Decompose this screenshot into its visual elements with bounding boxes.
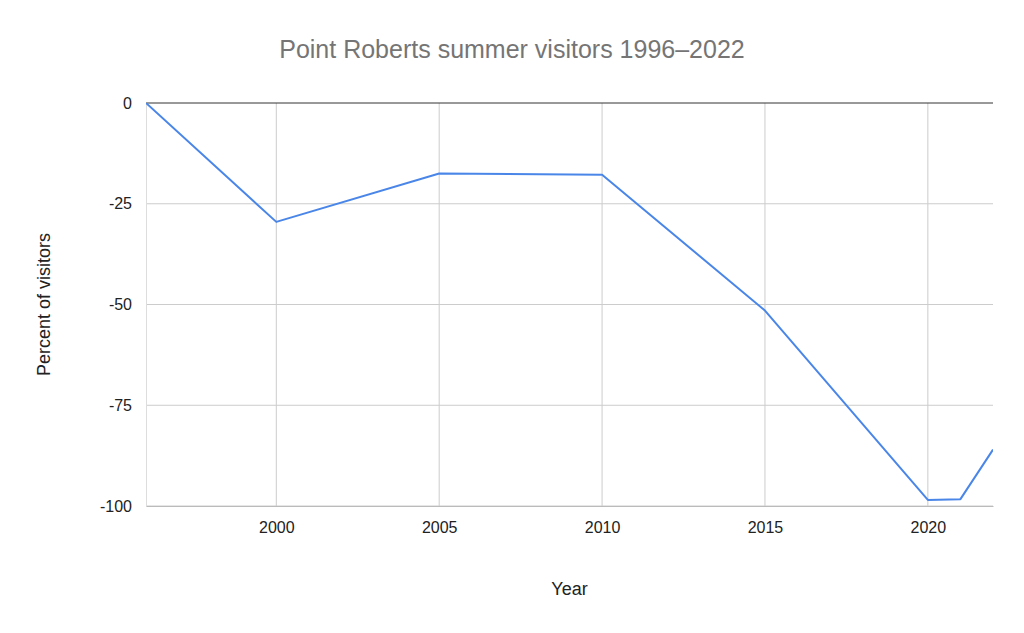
x-tick: 2000 [259, 506, 295, 536]
y-grid-line [146, 304, 993, 305]
y-axis-line [146, 104, 147, 507]
y-tick-label: 0 [123, 95, 132, 112]
chart-title: Point Roberts summer visitors 1996–2022 [279, 35, 745, 63]
y-tick: -75 [109, 397, 146, 414]
y-tick-label: -50 [109, 296, 132, 313]
x-tick-label: 2005 [422, 519, 458, 536]
x-tick-label: 2020 [911, 519, 947, 536]
x-axis: 2000 2005 2010 2015 2020 [147, 506, 994, 536]
x-tick: 2020 [911, 506, 947, 536]
grid [146, 103, 993, 506]
series-line [146, 103, 993, 500]
y-tick: -100 [100, 498, 146, 515]
y-tick: -25 [109, 195, 146, 212]
chart: 2000 2005 2010 2015 2020 0 -25 -50 -75 -100 Point … [0, 0, 1024, 633]
y-axis-title: Percent of visitors [34, 233, 54, 376]
y-tick-label: -25 [109, 195, 132, 212]
x-tick: 2005 [422, 506, 458, 536]
y-tick: 0 [123, 95, 146, 112]
y-grid-line [146, 203, 993, 204]
x-tick-label: 2010 [585, 519, 621, 536]
x-axis-line [147, 506, 994, 507]
y-tick: -50 [109, 296, 146, 313]
y-axis: 0 -25 -50 -75 -100 [100, 95, 147, 515]
x-tick: 2010 [585, 506, 621, 536]
y-grid-line [146, 506, 993, 507]
y-tick-label: -75 [109, 397, 132, 414]
y-tick-label: -100 [100, 498, 132, 515]
y-grid-line [146, 405, 993, 406]
x-tick-label: 2015 [748, 519, 784, 536]
x-axis-title: Year [551, 579, 587, 599]
plot-area [146, 103, 993, 500]
x-tick-label: 2000 [259, 519, 295, 536]
zero-line [146, 103, 993, 104]
x-tick: 2015 [748, 506, 784, 536]
